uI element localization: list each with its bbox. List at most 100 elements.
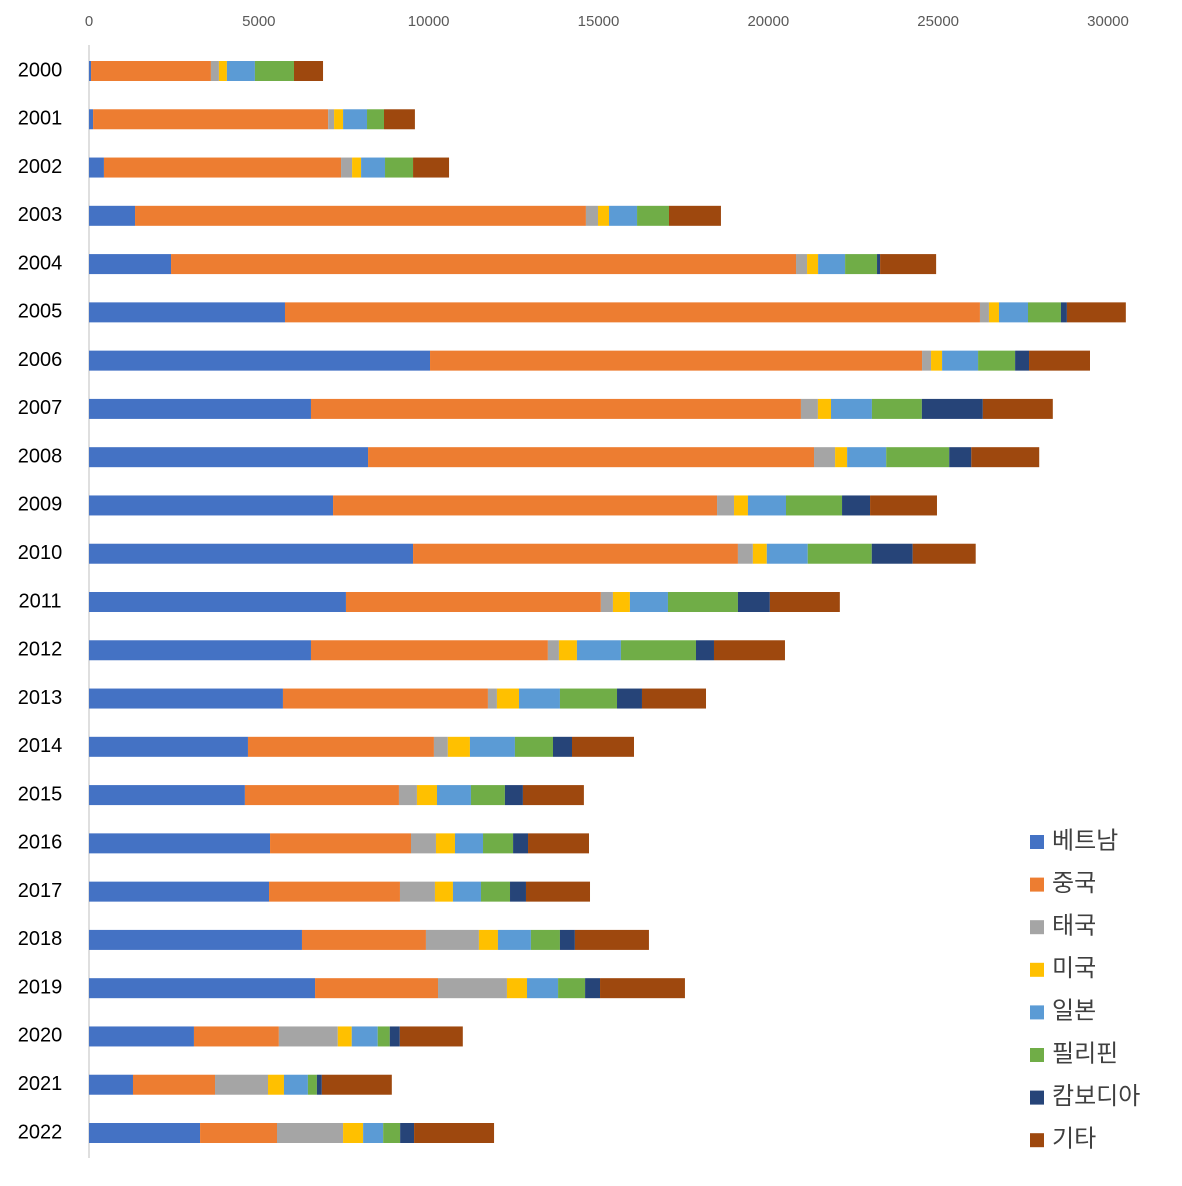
bar-segment [268, 1074, 284, 1095]
bar-segment [89, 1074, 133, 1095]
bar-segment [343, 109, 368, 130]
bar-segment [585, 205, 598, 226]
bar-segment [637, 205, 669, 226]
bar-segment [525, 881, 591, 902]
bar-segment [817, 398, 832, 419]
bar-segment [430, 350, 923, 371]
bar-segment [218, 61, 227, 81]
bar-segment [254, 61, 294, 81]
legend-swatch [1030, 877, 1044, 892]
bar-segment [496, 688, 520, 709]
bar-segment [132, 1074, 216, 1095]
bar-segment [519, 688, 560, 709]
bar-segment [470, 785, 505, 806]
legend-swatch [1030, 962, 1044, 977]
bar-segment [547, 640, 559, 661]
bar-segment [978, 350, 1016, 371]
bar-segment [886, 447, 950, 468]
bar-segment [434, 881, 453, 902]
bar-segment [510, 881, 526, 902]
x-tick-label: 5000 [242, 13, 275, 30]
bar-segment [413, 157, 450, 178]
legend-swatch [1030, 1133, 1044, 1148]
y-tick-label: 2016 [18, 832, 63, 854]
bar-segment [89, 881, 270, 902]
bar-segment [399, 1026, 463, 1047]
bar-segment [478, 929, 498, 950]
bar-segment [447, 736, 470, 757]
legend-swatch [1030, 1090, 1044, 1105]
bar-segment [135, 205, 586, 226]
bar-segment [785, 495, 843, 516]
bar-segment [807, 254, 819, 275]
legend-label: 중국 [1052, 870, 1096, 897]
bar-segment [847, 447, 887, 468]
y-tick-label: 2010 [18, 542, 63, 564]
x-tick-label: 20000 [747, 13, 789, 30]
bar-segment [734, 495, 748, 516]
bar-segment [454, 833, 484, 854]
bar-segment [998, 302, 1029, 323]
legend-label: 필리핀 [1052, 1040, 1118, 1067]
bar-segment [559, 929, 575, 950]
bar-segment [425, 929, 479, 950]
y-tick-label: 2019 [18, 976, 63, 998]
y-tick-label: 2020 [18, 1025, 63, 1047]
bar-segment [845, 254, 878, 275]
x-tick-label: 15000 [578, 13, 620, 30]
bar-segment [345, 592, 601, 612]
bar-segment [942, 350, 979, 371]
bar-segment [352, 157, 362, 178]
y-tick-label: 2006 [18, 349, 63, 371]
bar-segment [400, 1123, 415, 1143]
y-tick-label: 2002 [18, 156, 63, 178]
bar-segment [668, 205, 721, 226]
bar-segment [269, 881, 400, 902]
bar-segment [91, 61, 211, 81]
bar-segment [103, 157, 342, 178]
bar-segment [931, 350, 943, 371]
bar-segment [877, 254, 881, 275]
bar-segment [558, 640, 577, 661]
bar-segment [527, 978, 559, 999]
bar-segment [278, 1026, 338, 1047]
bar-segment [737, 592, 770, 612]
bar-segment [89, 447, 369, 468]
legend-label: 캄보디아 [1052, 1083, 1140, 1110]
y-tick-label: 2004 [18, 252, 63, 274]
bar-segment [667, 592, 738, 612]
bar-segment [717, 495, 735, 516]
bar-segment [831, 398, 872, 419]
bar-segment [293, 61, 324, 81]
bar-segment [713, 640, 785, 661]
bar-segment [226, 61, 255, 81]
bar-segment [328, 109, 335, 130]
bar-segment [559, 688, 618, 709]
x-tick-label: 0 [85, 13, 93, 30]
bar-segment [949, 447, 972, 468]
bar-segment [752, 543, 767, 564]
bar-segment [398, 785, 417, 806]
bar-segment [89, 978, 316, 999]
y-tick-label: 2017 [18, 880, 63, 902]
bar-segment [89, 254, 172, 275]
bar-segment [193, 1026, 279, 1047]
bar-segment [384, 109, 415, 130]
bar-segment [747, 495, 786, 516]
bar-segment [416, 785, 437, 806]
legend-label: 베트남 [1052, 827, 1118, 854]
bar-segment [1060, 302, 1067, 323]
bar-segment [871, 398, 922, 419]
bar-segment [480, 881, 511, 902]
bar-segment [814, 447, 836, 468]
y-tick-label: 2022 [18, 1121, 63, 1143]
bar-segment [284, 302, 980, 323]
bar-segment [497, 929, 531, 950]
y-tick-label: 2012 [18, 639, 63, 661]
bar-segment [89, 929, 302, 950]
bar-segment [333, 495, 718, 516]
bar-segment [89, 109, 94, 130]
x-tick-label: 25000 [917, 13, 959, 30]
bar-segment [871, 543, 913, 564]
